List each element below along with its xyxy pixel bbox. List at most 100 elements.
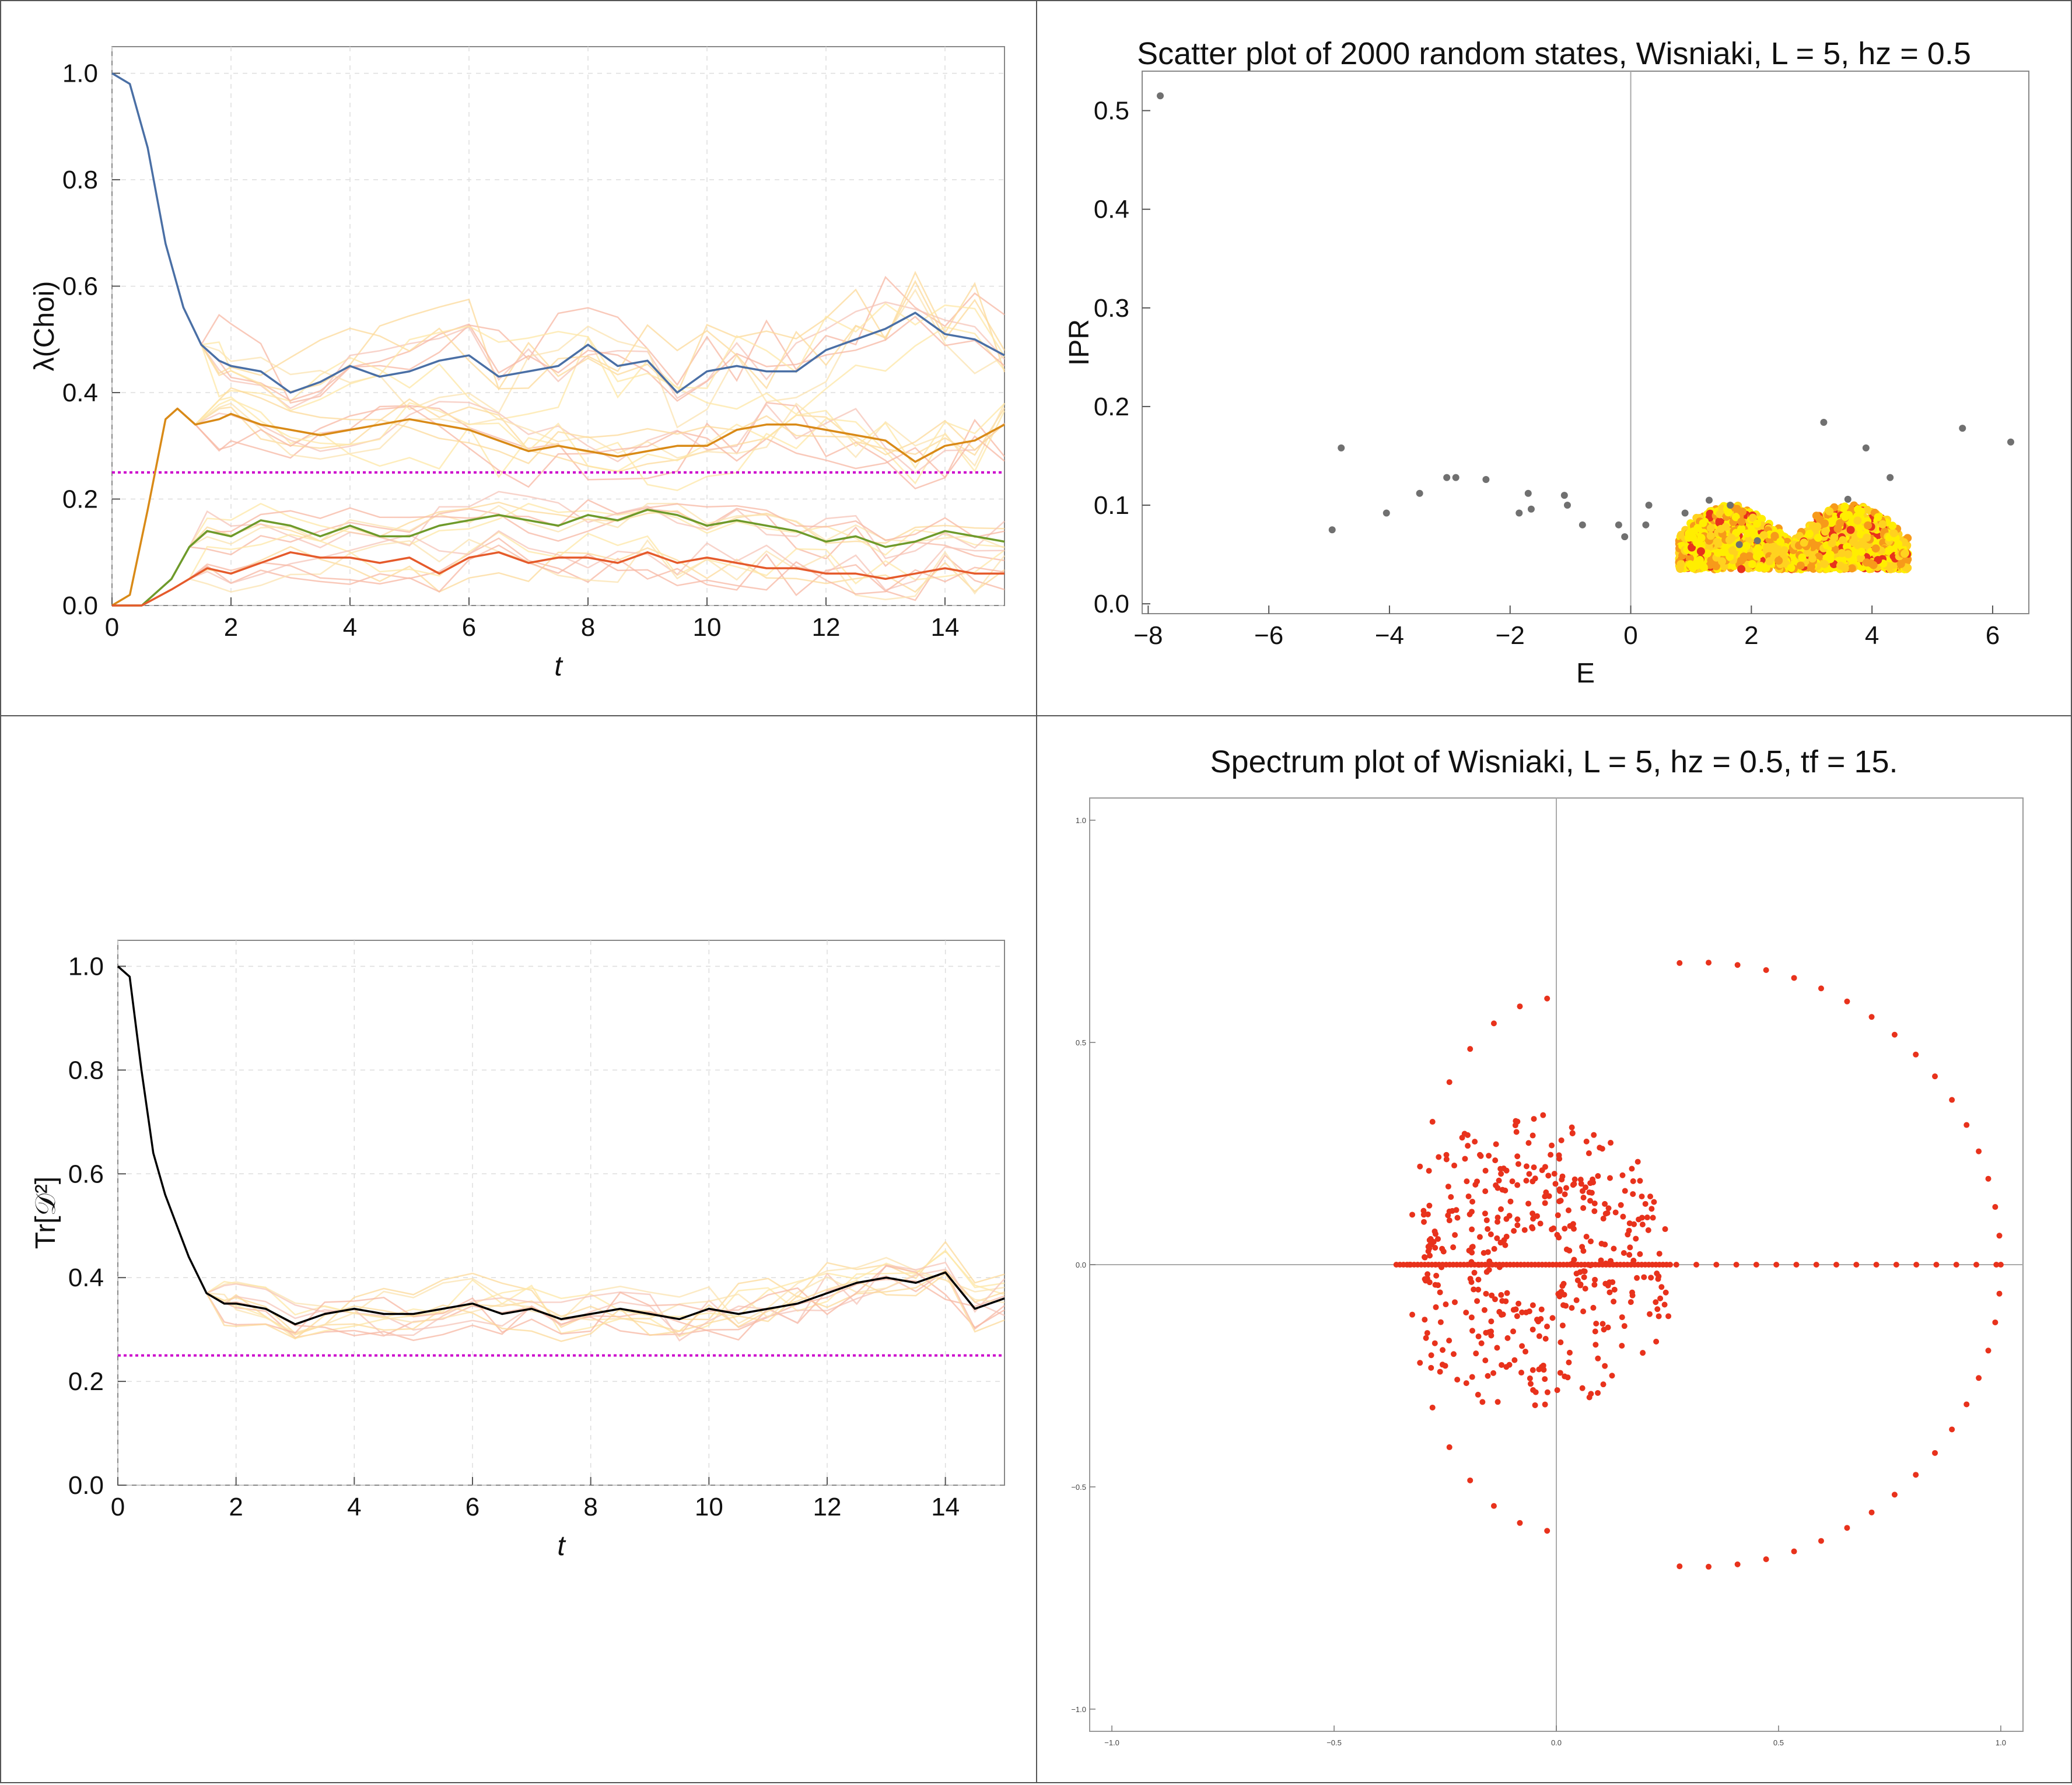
background-ensemble-line (111, 405, 1005, 607)
random-state-point (1787, 564, 1796, 572)
eigenvalue-point (1445, 1184, 1451, 1190)
x-tick-label: 12 (813, 1493, 842, 1521)
eigenvalue-point (1763, 967, 1769, 974)
eigenvalue-point (1433, 1304, 1439, 1310)
eigenvalue-point (1527, 1375, 1533, 1381)
eigenvalue-point (1530, 1302, 1536, 1308)
eigenvalue-point (1976, 1375, 1982, 1381)
eigenvalue-point (1559, 1177, 1565, 1183)
eigenvalue-point (1654, 1306, 1661, 1312)
eigenvalue-point (1480, 1250, 1487, 1256)
eigenvalue-point (1626, 1252, 1633, 1258)
eigenvalue-point (1621, 1323, 1628, 1329)
eigenvalue-point (1437, 1368, 1443, 1375)
series-line-0 (117, 965, 1005, 1325)
eigenvalue-point (1572, 1176, 1578, 1182)
eigenvalue-point (1653, 1299, 1659, 1306)
random-state-point (1725, 536, 1734, 544)
eigenvalue-point (1713, 1262, 1720, 1268)
eigenvalue-point (1554, 1387, 1560, 1394)
random-state-point (1884, 547, 1892, 555)
eigenvalue-point (1591, 1282, 1598, 1288)
eigenvalue-point (1463, 1310, 1469, 1316)
eigenvalue-point (1608, 1140, 1614, 1146)
random-state-point (1855, 523, 1864, 532)
eigenvalue-point (1475, 1391, 1481, 1398)
eigenvalue-point (1706, 960, 1712, 966)
eigenvalue-point (1428, 1352, 1434, 1359)
eigenvalue-point (1530, 1367, 1536, 1373)
eigenvalue-point (1468, 1314, 1475, 1321)
eigenvalue-point (1518, 1370, 1525, 1376)
eigenvalue-point (1468, 1279, 1475, 1285)
eigenvalue-point (1583, 1138, 1590, 1144)
random-state-point (1724, 508, 1732, 517)
eigenvalue-point (1556, 1188, 1563, 1194)
eigenvalue-point (1844, 998, 1850, 1005)
eigenvalue-point (1482, 1357, 1489, 1364)
eigenvalue-point (1606, 1279, 1613, 1286)
eigenvalue-point (1491, 1245, 1497, 1252)
eigenvalue-point (1440, 1347, 1446, 1353)
y-tick-label: −0.5 (1071, 1483, 1086, 1492)
eigenvalue-point (1437, 1289, 1443, 1296)
eigenvalue-point (1932, 1450, 1938, 1456)
eigenvalue-point (1657, 1295, 1664, 1301)
random-state-point (1844, 550, 1853, 559)
random-state-point (1889, 528, 1898, 537)
eigenvalue-point (1514, 1182, 1521, 1188)
eigenvalue-point (1611, 1298, 1617, 1305)
random-state-point (1841, 513, 1850, 522)
background-ensemble-line (112, 537, 1005, 607)
purity-chart: 0 2 4 6 8 10 12 14 0.0 0.2 0.4 0.6 0.8 1.0 t Tr[𝒟²] (30, 940, 1005, 1562)
eigenvalue-point (1467, 1046, 1474, 1052)
random-state-point (1798, 553, 1807, 562)
eigenvalue-point (1496, 1177, 1502, 1184)
eigenvalue-point (1494, 1399, 1501, 1405)
eigenvalue-point (1580, 1268, 1587, 1275)
eigenvalue-point (1634, 1275, 1640, 1281)
eigenvalue-point (1833, 1262, 1839, 1268)
eigenvalue-point (1446, 1079, 1452, 1086)
background-ensemble-line (112, 508, 1005, 607)
eigenvalue-point (1654, 1270, 1660, 1277)
plot-frame (111, 46, 1005, 606)
eigenvalue-point (1507, 1198, 1514, 1205)
x-tick-label: −6 (1254, 621, 1283, 650)
eigenvalue-point (1459, 1135, 1465, 1141)
random-state-point (1737, 517, 1746, 526)
eigenvalue-point (1619, 1314, 1625, 1321)
eigenvalue-point (1932, 1073, 1938, 1080)
y-tick-label: 0.0 (62, 592, 98, 620)
eigenvalue-point (1486, 1153, 1492, 1159)
eigenvalue-point (1544, 995, 1550, 1002)
eigenstate-point (1482, 476, 1490, 484)
eigenvalue-point (1438, 1264, 1445, 1270)
random-state-point (1703, 549, 1712, 558)
eigenvalue-point (1453, 1207, 1460, 1213)
x-tick-label: 14 (931, 613, 960, 642)
eigenvalue-point (1482, 1210, 1488, 1217)
y-tick-label: 0.1 (1094, 491, 1129, 520)
random-state-point (1847, 564, 1856, 573)
eigenvalue-point (1464, 1132, 1471, 1138)
eigenvalue-point (1499, 1298, 1506, 1304)
random-state-point (1770, 533, 1779, 541)
random-state-point (1825, 507, 1834, 516)
eigenvalue-point (1542, 1336, 1549, 1342)
eigenvalue-point (1586, 1189, 1592, 1195)
random-state-point (1737, 565, 1746, 573)
y-tick-label: 0.6 (62, 272, 98, 301)
x-tick-label: 0 (105, 613, 119, 642)
eigenvalue-point (1580, 1205, 1587, 1211)
eigenvalue-point (1511, 1357, 1518, 1363)
eigenvalue-point (1676, 960, 1683, 966)
eigenvalue-point (1523, 1178, 1530, 1184)
eigenvalue-point (1529, 1224, 1535, 1230)
eigenvalue-point (1494, 1345, 1500, 1351)
random-state-point (1740, 552, 1748, 561)
eigenvalue-point (1598, 1241, 1605, 1247)
random-state-point (1676, 560, 1685, 569)
eigenvalue-point (1673, 1262, 1679, 1268)
random-state-point (1805, 530, 1814, 538)
